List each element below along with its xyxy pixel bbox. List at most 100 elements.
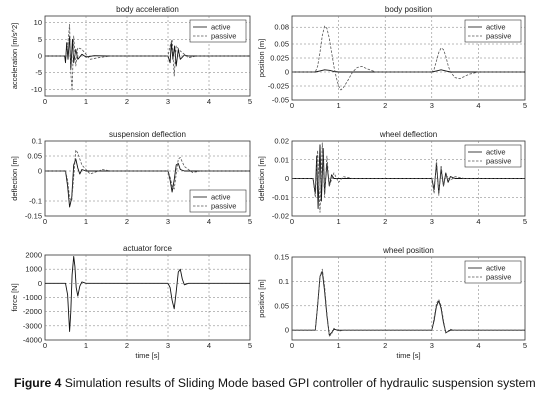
x-tick-label: 3 bbox=[430, 217, 434, 226]
y-tick-label: 0 bbox=[38, 167, 42, 176]
y-tick-label: 0.15 bbox=[274, 253, 289, 262]
series-line-active bbox=[45, 35, 250, 70]
x-tick-label: 2 bbox=[383, 341, 387, 350]
legend-label: active bbox=[486, 23, 506, 32]
x-tick-label: 4 bbox=[207, 97, 211, 106]
y-tick-label: 0 bbox=[285, 174, 289, 183]
series-line-active bbox=[292, 144, 525, 209]
legend-box bbox=[464, 19, 522, 43]
y-tick-label: 0.05 bbox=[274, 40, 289, 49]
x-tick-label: 2 bbox=[125, 341, 129, 350]
x-tick-label: 3 bbox=[166, 97, 170, 106]
y-tick-label: -0.15 bbox=[25, 212, 42, 221]
x-tick-label: 1 bbox=[337, 217, 341, 226]
legend-label: passive bbox=[486, 32, 511, 41]
y-tick-label: 0 bbox=[285, 68, 289, 77]
y-tick-label: -1000 bbox=[23, 293, 42, 302]
y-tick-label: -4000 bbox=[23, 336, 42, 345]
x-axis-label: time [s] bbox=[396, 351, 420, 360]
x-tick-label: 0 bbox=[43, 341, 47, 350]
x-tick-label: 2 bbox=[383, 101, 387, 110]
series-line-passive bbox=[292, 142, 525, 213]
x-tick-label: 5 bbox=[248, 341, 252, 350]
x-tick-label: 3 bbox=[430, 341, 434, 350]
y-tick-label: 1000 bbox=[25, 265, 42, 274]
x-tick-label: 0 bbox=[290, 101, 294, 110]
grid bbox=[45, 141, 250, 216]
y-tick-label: 0.025 bbox=[270, 54, 289, 63]
series-line-passive bbox=[45, 149, 250, 202]
y-tick-label: -2000 bbox=[23, 307, 42, 316]
x-tick-label: 5 bbox=[523, 217, 527, 226]
series-line-active bbox=[292, 69, 525, 73]
x-tick-label: 5 bbox=[523, 341, 527, 350]
x-tick-label: 4 bbox=[207, 341, 211, 350]
chart-act_force: 0 1 2 3 4 5 2000 1000 0 -1000 -2000 -3000 -4000 actua… bbox=[10, 244, 252, 360]
plot-area bbox=[44, 254, 251, 341]
legend-box bbox=[189, 19, 247, 43]
y-tick-label: 5 bbox=[38, 35, 42, 44]
legend-label: passive bbox=[211, 202, 236, 211]
x-tick-label: 0 bbox=[43, 217, 47, 226]
y-tick-label: 0.1 bbox=[32, 137, 42, 146]
legend-box bbox=[464, 260, 522, 284]
y-axis-label: acceleration [m/s^2] bbox=[10, 23, 19, 89]
legend-label: passive bbox=[486, 157, 511, 166]
legend-label: active bbox=[211, 23, 231, 32]
x-tick-label: 1 bbox=[84, 217, 88, 226]
y-tick-label: 0 bbox=[38, 52, 42, 61]
chart-wheel_pos: 0 1 2 3 4 5 0.15 0.1 0.05 0 wheel position position… bbox=[257, 246, 527, 360]
chart-title: wheel position bbox=[382, 246, 434, 255]
y-tick-label: 0 bbox=[38, 279, 42, 288]
x-tick-label: 3 bbox=[430, 101, 434, 110]
x-tick-label: 2 bbox=[125, 97, 129, 106]
y-axis-label: position [m] bbox=[257, 39, 266, 77]
legend-box bbox=[464, 144, 522, 168]
x-tick-label: 4 bbox=[476, 341, 480, 350]
y-axis-label: position [m] bbox=[257, 279, 266, 317]
series-line-passive bbox=[292, 25, 525, 91]
series-line-force bbox=[45, 255, 250, 332]
y-tick-label: -5 bbox=[35, 68, 42, 77]
y-tick-label: -0.01 bbox=[272, 193, 289, 202]
legend-label: passive bbox=[211, 32, 236, 41]
x-tick-label: 5 bbox=[248, 97, 252, 106]
y-tick-label: -10 bbox=[31, 85, 42, 94]
y-axis-label: force [N] bbox=[10, 283, 19, 311]
chart-body_acc: 0 1 2 3 4 5 10 5 0 -5 -10 body acceleration accelera… bbox=[10, 5, 252, 106]
chart-title: actuator force bbox=[123, 244, 172, 253]
x-tick-label: 5 bbox=[248, 217, 252, 226]
chart-title: body position bbox=[385, 5, 432, 14]
legend-label: active bbox=[211, 193, 231, 202]
chart-wheel_defl: 0 1 2 3 4 5 0.02 0.01 0 -0.01 -0.02 wheel deflectio… bbox=[257, 130, 527, 226]
figure-caption-text: Simulation results of Sliding Mode based… bbox=[64, 376, 536, 390]
y-axis-label: deflection [m] bbox=[10, 156, 19, 201]
chart-title: wheel deflection bbox=[379, 130, 437, 139]
series-line-passive bbox=[45, 23, 250, 92]
legend-label: passive bbox=[486, 273, 511, 282]
y-tick-label: -3000 bbox=[23, 321, 42, 330]
y-axis-label: deflection [m] bbox=[257, 156, 266, 201]
x-tick-label: 1 bbox=[84, 341, 88, 350]
y-tick-label: -0.05 bbox=[272, 96, 289, 105]
x-tick-label: 4 bbox=[207, 217, 211, 226]
y-tick-label: 0.05 bbox=[274, 301, 289, 310]
y-tick-label: 0.02 bbox=[274, 137, 289, 146]
x-tick-label: 4 bbox=[476, 101, 480, 110]
y-tick-label: -0.025 bbox=[268, 82, 289, 91]
y-tick-label: 10 bbox=[34, 18, 42, 27]
legend-label: active bbox=[486, 264, 506, 273]
chart-title: body acceleration bbox=[116, 5, 179, 14]
figure-caption-label: Figure 4 bbox=[14, 376, 62, 390]
figure-caption: Figure 4 Simulation results of Sliding M… bbox=[14, 376, 544, 390]
x-tick-label: 0 bbox=[290, 341, 294, 350]
x-tick-label: 1 bbox=[337, 341, 341, 350]
x-tick-label: 0 bbox=[290, 217, 294, 226]
x-tick-label: 1 bbox=[84, 97, 88, 106]
